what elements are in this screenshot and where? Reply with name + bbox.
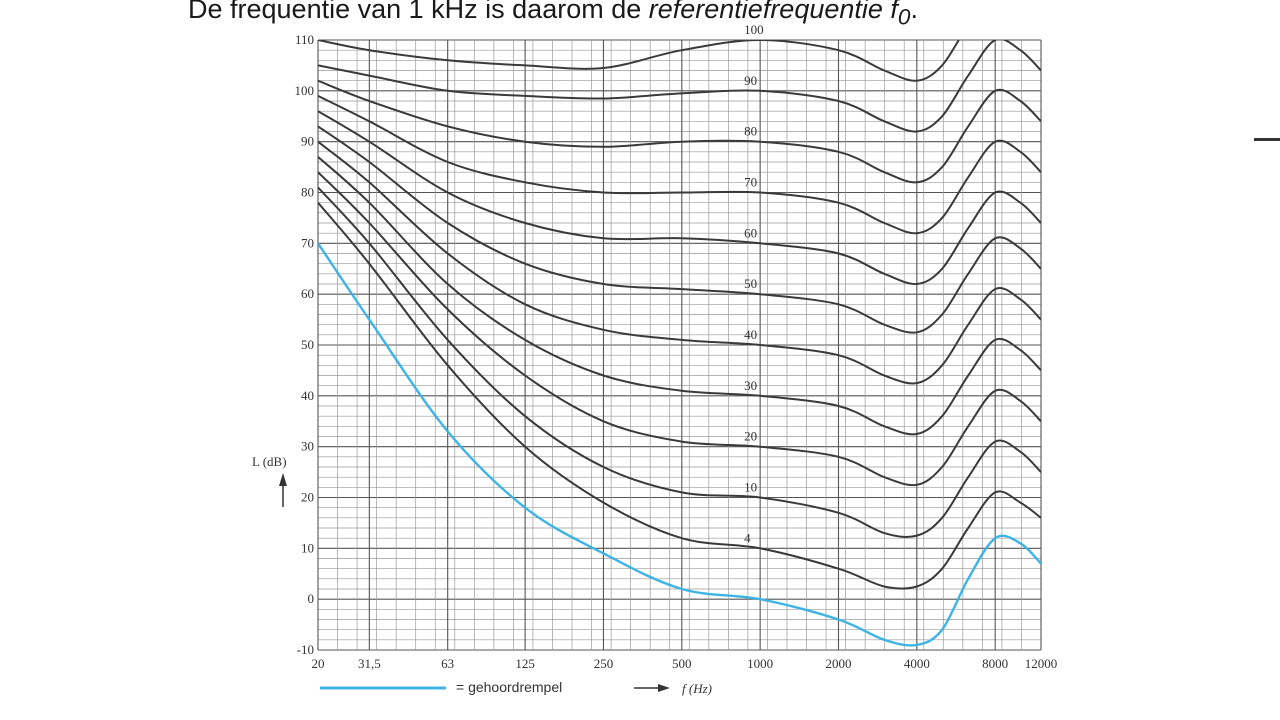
x-tick-label: 250 — [594, 656, 614, 671]
curve-label: 50 — [744, 276, 757, 291]
curve-label: 30 — [744, 378, 757, 393]
loudness-curve — [318, 110, 1041, 286]
x-tick-label: 63 — [441, 656, 454, 671]
cursor-mark — [1254, 138, 1280, 141]
caption-subscript: 0 — [897, 4, 911, 30]
y-tick-label: 110 — [295, 32, 314, 47]
y-axis-label-group: L (dB) — [252, 454, 287, 507]
y-tick-label: 90 — [301, 134, 314, 149]
curve-labels: 4 10 20 30 40 50 60 70 80 90 100 — [744, 22, 764, 545]
y-tick-label: 0 — [308, 591, 315, 606]
y-tick-label: 40 — [301, 388, 314, 403]
x-tick-label: 31,5 — [358, 656, 381, 671]
loudness-curve — [318, 186, 1041, 538]
curve-label: 20 — [744, 429, 757, 444]
y-tick-labels: -10 0 10 20 30 40 50 60 70 80 90 100 110 — [295, 32, 315, 657]
y-tick-label: 50 — [301, 337, 314, 352]
x-tick-label: 2000 — [825, 656, 851, 671]
loudness-curve — [318, 95, 1041, 235]
caption-term: referentiefrequentie f0 — [648, 0, 911, 29]
loudness-curve — [318, 40, 960, 82]
loudness-curve — [318, 202, 1041, 590]
y-tick-label: 60 — [301, 286, 314, 301]
caption-term-text: referentiefrequentie f — [648, 0, 898, 24]
legend-threshold-label: = gehoordrempel — [456, 679, 562, 695]
loudness-curve — [318, 140, 1041, 385]
curve-label: 4 — [744, 530, 751, 545]
x-tick-label: 500 — [672, 656, 692, 671]
y-axis-label: L (dB) — [252, 454, 287, 469]
y-tick-label: 80 — [301, 185, 314, 200]
grid — [317, 39, 1042, 651]
x-tick-label: 8000 — [982, 656, 1008, 671]
curve-label: 10 — [744, 480, 757, 495]
caption-period: . — [910, 0, 918, 24]
x-tick-label: 12000 — [1025, 656, 1058, 671]
curve-label: 40 — [744, 327, 757, 342]
x-tick-label: 1000 — [747, 656, 773, 671]
loudness-curve — [318, 40, 1041, 133]
curve-label: 100 — [744, 22, 764, 37]
loudness-curve — [318, 79, 1041, 184]
legend: = gehoordrempel f (Hz) — [320, 679, 712, 696]
loudness-curve — [318, 171, 1041, 487]
y-tick-label: 20 — [301, 490, 314, 505]
x-tick-label: 20 — [312, 656, 325, 671]
y-axis-arrowhead — [279, 473, 287, 486]
x-axis-label: f (Hz) — [682, 681, 712, 696]
curves — [318, 40, 1041, 647]
y-tick-label: -10 — [297, 642, 314, 657]
curve-label: 70 — [744, 175, 757, 190]
x-tick-labels: 20 31,5 63 125 250 500 1000 2000 4000 8000 12000 — [312, 656, 1058, 671]
curve-label: 60 — [744, 225, 757, 240]
loudness-curve — [318, 156, 1041, 436]
loudness-curve — [318, 125, 1041, 334]
x-tick-label: 125 — [515, 656, 535, 671]
caption-text: De frequentie van 1 kHz is daarom de — [188, 0, 649, 24]
curve-label: 90 — [744, 73, 757, 88]
x-tick-label: 4000 — [904, 656, 930, 671]
curve-label: 80 — [744, 124, 757, 139]
slide-caption: De frequentie van 1 kHz is daarom de ref… — [188, 0, 918, 30]
threshold-curve — [318, 242, 1041, 647]
x-axis-arrowhead — [658, 684, 670, 692]
y-tick-label: 100 — [295, 83, 315, 98]
y-tick-label: 70 — [301, 235, 314, 250]
y-tick-label: 30 — [301, 439, 314, 454]
y-tick-label: 10 — [301, 540, 314, 555]
